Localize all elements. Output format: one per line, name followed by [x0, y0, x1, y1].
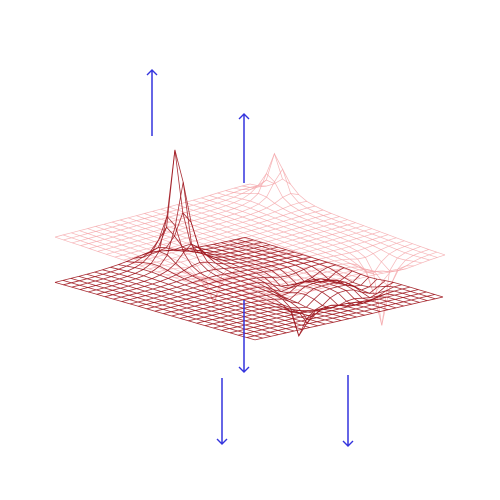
mesh-line: [171, 274, 361, 317]
mesh-line: [154, 267, 345, 312]
mesh-line: [79, 149, 270, 290]
mesh-line: [54, 183, 251, 238]
mesh-line: [238, 291, 427, 336]
mesh-line: [63, 239, 254, 286]
back-surface-mesh: [54, 152, 446, 326]
mesh-line: [96, 243, 287, 295]
mesh-line: [89, 152, 283, 249]
mesh-line: [138, 261, 328, 307]
mesh-line: [259, 254, 446, 306]
mesh-line: [63, 185, 259, 241]
mesh-line: [242, 249, 429, 300]
mesh-line: [129, 259, 320, 305]
mesh-line: [246, 294, 435, 338]
mesh-line: [54, 237, 246, 283]
mesh-line: [97, 168, 291, 252]
mesh-line: [234, 246, 421, 326]
mesh-line: [148, 216, 340, 270]
mesh-line: [163, 270, 353, 314]
mesh-line: [196, 280, 386, 337]
arrows-layer: [146, 69, 354, 447]
mesh-line: [104, 251, 295, 298]
mesh-line: [140, 213, 332, 267]
mesh-line: [165, 222, 356, 280]
mesh-line: [88, 182, 279, 293]
mesh-line: [114, 201, 307, 258]
mesh-line: [254, 296, 444, 341]
mesh-line: [225, 243, 413, 295]
mesh-line: [71, 226, 262, 288]
mesh-line: [106, 193, 299, 255]
mesh-line: [204, 282, 394, 326]
mesh-line: [121, 256, 312, 302]
mesh-line: [179, 276, 370, 319]
mesh-line: [72, 185, 267, 244]
mesh-line: [221, 286, 411, 331]
mesh-line: [229, 289, 419, 334]
mesh-line: [113, 254, 303, 300]
front-surface-mesh: [54, 149, 444, 341]
mesh-line: [80, 179, 275, 246]
mesh-line: [131, 209, 324, 264]
mesh-line: [188, 278, 378, 322]
